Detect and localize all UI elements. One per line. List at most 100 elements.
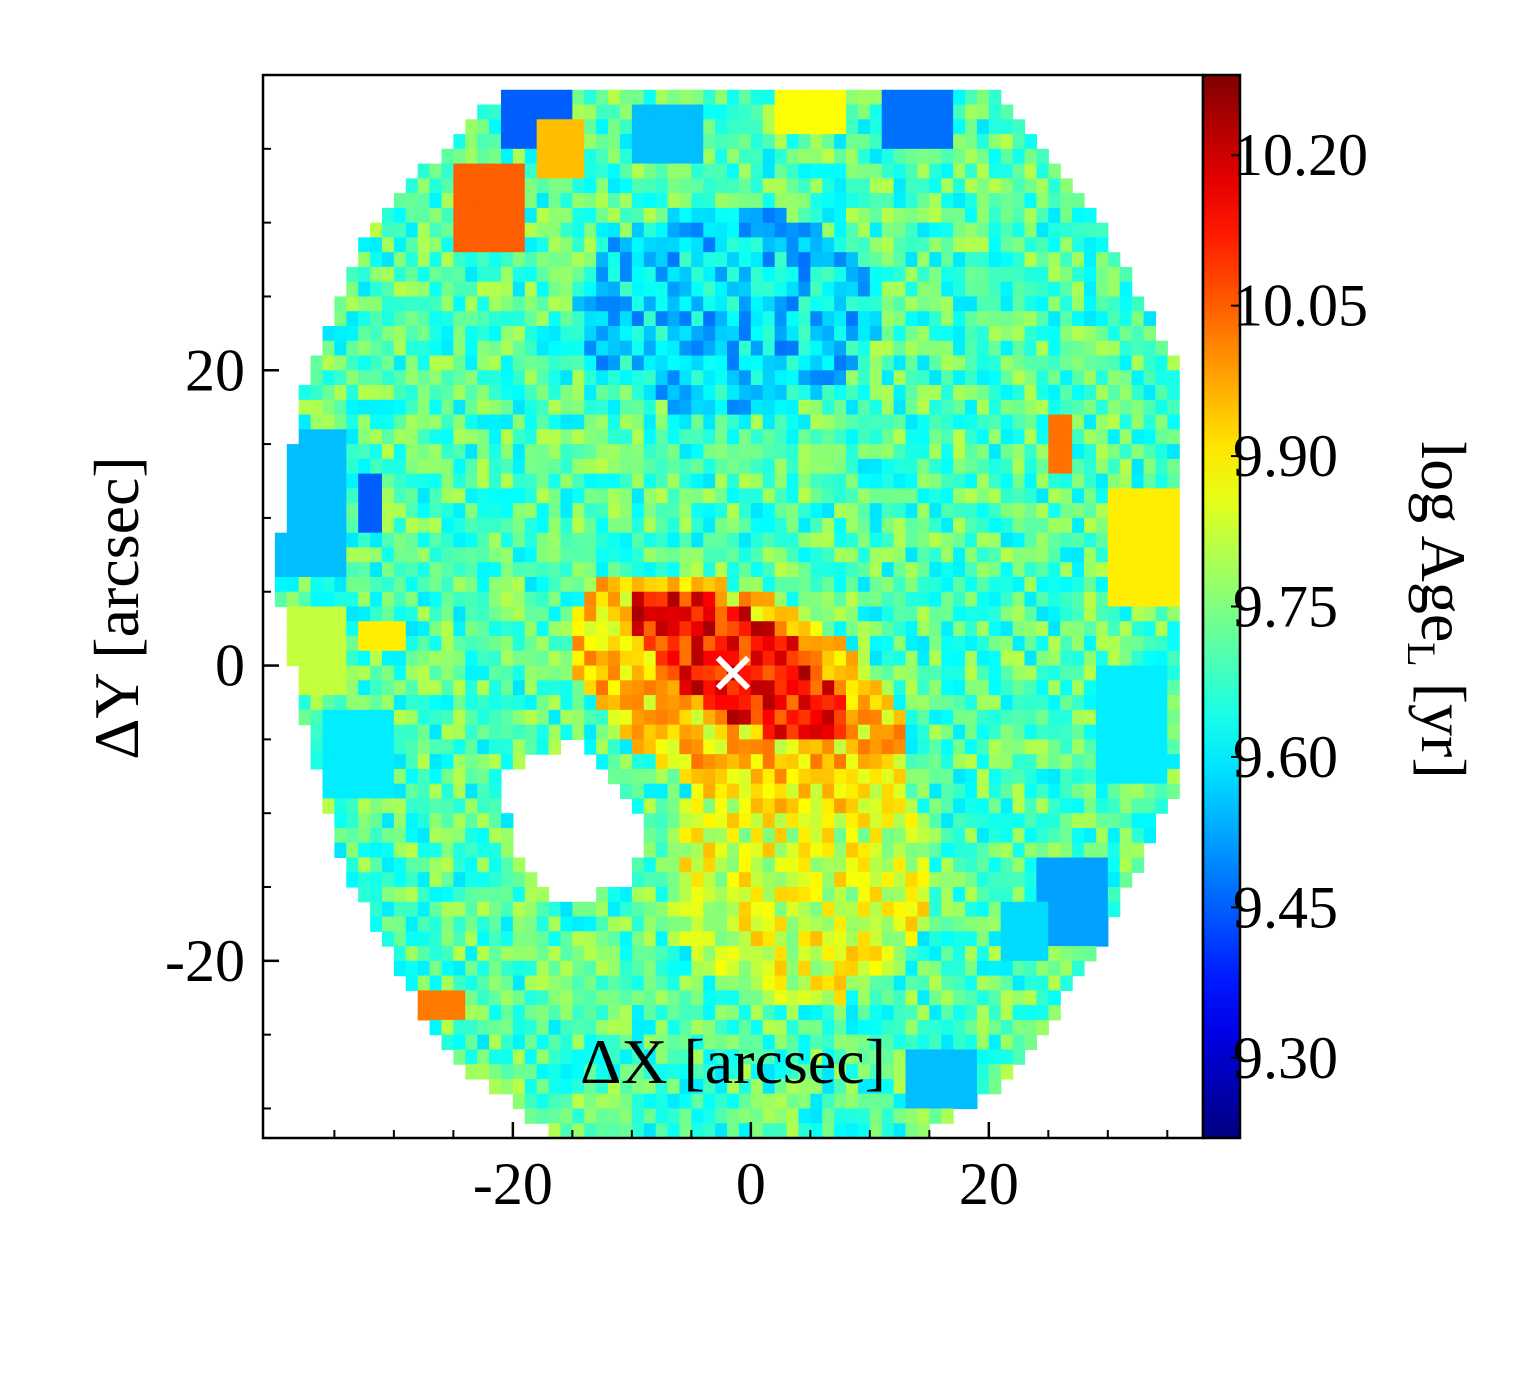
heatmap-cell: [441, 768, 454, 785]
heatmap-cell: [1048, 473, 1061, 489]
heatmap-cell: [643, 148, 657, 165]
heatmap-cell: [774, 946, 788, 962]
heatmap-cell: [738, 1108, 752, 1124]
heatmap-cell: [453, 458, 466, 475]
heatmap-cell: [381, 783, 395, 800]
heatmap-cell: [893, 901, 907, 918]
heatmap-cell: [965, 207, 978, 224]
heatmap-cell: [393, 709, 407, 726]
heatmap-cell: [715, 857, 728, 873]
heatmap-cell: [346, 562, 359, 578]
heatmap-cell: [608, 887, 621, 903]
heatmap-cell: [1012, 148, 1026, 165]
heatmap-cell: [727, 887, 740, 903]
heatmap-cell: [322, 724, 335, 740]
heatmap-cell: [846, 650, 859, 667]
heatmap-cell: [869, 1123, 883, 1139]
heatmap-cell: [465, 458, 478, 475]
heatmap-cell: [1131, 296, 1145, 312]
heatmap-cell: [691, 1034, 704, 1051]
heatmap-cell: [560, 207, 573, 224]
heatmap-cell: [655, 872, 669, 888]
heatmap-cell: [1048, 193, 1061, 209]
heatmap-cell: [429, 473, 443, 489]
heatmap-cell: [988, 370, 1002, 386]
heatmap-cell: [881, 798, 895, 814]
heatmap-cell: [846, 444, 859, 460]
heatmap-cell: [786, 1064, 800, 1080]
heatmap-cell: [1036, 473, 1049, 489]
heatmap-cell: [798, 252, 811, 268]
heatmap-cell: [774, 89, 788, 106]
heatmap-cell: [286, 591, 300, 608]
heatmap-cell: [608, 163, 621, 179]
heatmap-cell: [608, 1108, 621, 1124]
heatmap-cell: [750, 621, 764, 637]
heatmap-cell: [715, 562, 728, 578]
heatmap-cell: [834, 252, 847, 268]
heatmap-cell: [727, 1064, 740, 1080]
heatmap-cell: [429, 768, 443, 785]
heatmap-cell: [941, 695, 954, 711]
heatmap-cell: [822, 1078, 835, 1095]
heatmap-cell: [917, 562, 930, 578]
heatmap-cell: [346, 414, 359, 430]
heatmap-cell: [1155, 414, 1168, 430]
heatmap-cell: [774, 576, 788, 593]
heatmap-cell: [1155, 591, 1168, 608]
heatmap-cell: [512, 237, 526, 253]
heatmap-cell: [846, 134, 859, 150]
heatmap-cell: [370, 503, 383, 519]
heatmap-cell: [489, 237, 502, 253]
heatmap-cell: [1012, 325, 1026, 342]
heatmap-cell: [512, 119, 526, 135]
heatmap-cell: [548, 385, 562, 401]
heatmap-cell: [941, 591, 954, 608]
heatmap-cell: [489, 783, 502, 800]
heatmap-cell: [703, 739, 716, 755]
heatmap-cell: [810, 429, 823, 445]
heatmap-cell: [1048, 385, 1061, 401]
heatmap-cell: [798, 296, 811, 312]
heatmap-cell: [822, 89, 835, 106]
heatmap-cell: [643, 591, 657, 608]
heatmap-cell: [512, 178, 526, 194]
heatmap-cell: [715, 222, 728, 238]
heatmap-cell: [560, 916, 573, 932]
heatmap-cell: [834, 193, 847, 209]
heatmap-cell: [869, 798, 883, 814]
heatmap-cell: [917, 916, 930, 932]
heatmap-cell: [560, 134, 573, 150]
heatmap-cell: [988, 576, 1002, 593]
heatmap-cell: [1012, 237, 1026, 253]
heatmap-cell: [500, 296, 514, 312]
heatmap-cell: [489, 503, 502, 519]
heatmap-cell: [1107, 576, 1121, 593]
heatmap-cell: [703, 695, 716, 711]
heatmap-cell: [524, 296, 538, 312]
heatmap-cell: [524, 325, 538, 342]
heatmap-cell: [727, 488, 740, 504]
heatmap-cell: [524, 576, 538, 593]
heatmap-cell: [1119, 370, 1133, 386]
heatmap-cell: [774, 606, 788, 622]
heatmap-cell: [715, 237, 728, 253]
heatmap-cell: [429, 193, 443, 209]
heatmap-cell: [512, 104, 526, 120]
heatmap-cell: [322, 768, 335, 785]
heatmap-cell: [584, 621, 597, 637]
heatmap-cell: [1143, 355, 1157, 371]
heatmap-cell: [524, 178, 538, 194]
heatmap-cell: [1060, 473, 1073, 489]
heatmap-cell: [679, 901, 692, 918]
heatmap-cell: [846, 798, 859, 814]
heatmap-cell: [1107, 385, 1121, 401]
heatmap-cell: [1060, 842, 1073, 859]
heatmap-cell: [929, 1078, 942, 1095]
heatmap-cell: [881, 178, 895, 194]
heatmap-cell: [405, 444, 419, 460]
heatmap-cell: [393, 754, 407, 770]
heatmap-cell: [1131, 798, 1145, 814]
heatmap-cell: [465, 798, 478, 814]
heatmap-cell: [548, 576, 562, 593]
